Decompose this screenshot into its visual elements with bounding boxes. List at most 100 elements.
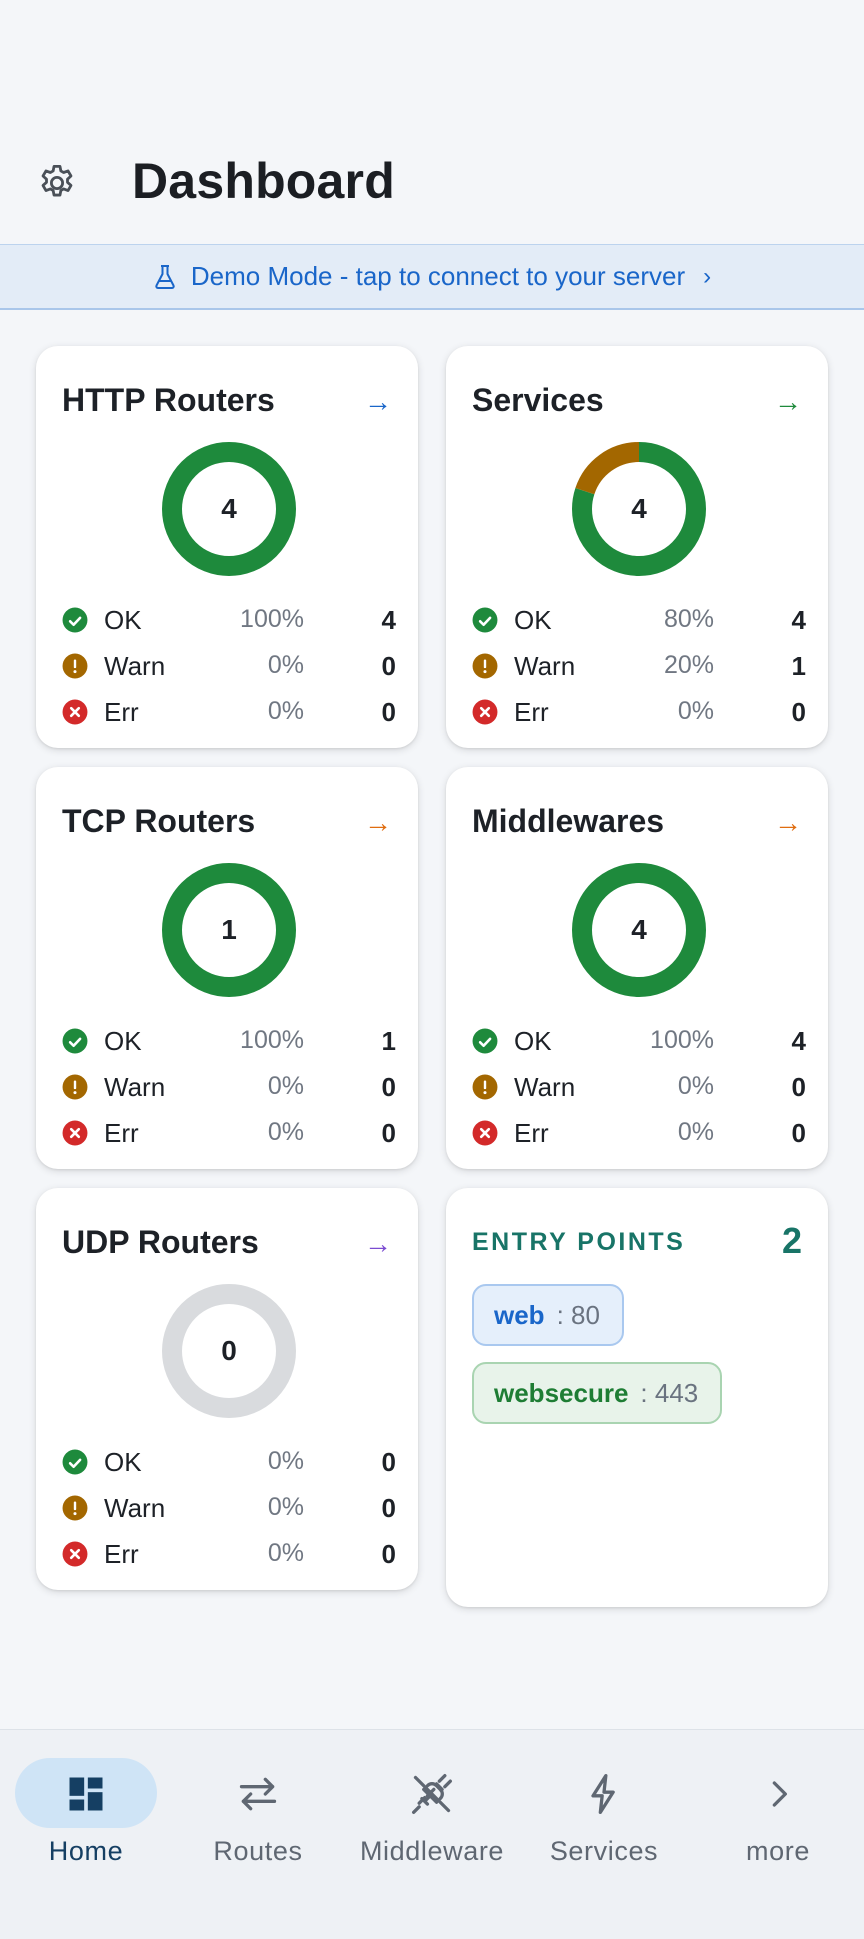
stat-row-ok: OK 0% 0 — [62, 1441, 396, 1481]
stat-count: 0 — [381, 1539, 396, 1569]
stat-row-warn: Warn 0% 0 — [62, 1487, 396, 1527]
card-title: Services — [472, 382, 604, 418]
stat-count: 4 — [791, 605, 806, 635]
stat-row-ok: OK 80% 4 — [472, 599, 806, 639]
nav-item-middleware[interactable]: Middleware — [346, 1730, 518, 1900]
demo-mode-banner[interactable]: Demo Mode - tap to connect to your serve… — [0, 244, 864, 310]
banner-text: Demo Mode - tap to connect to your serve… — [190, 261, 686, 291]
stat-label: OK — [104, 1447, 142, 1477]
card-http-routers[interactable]: HTTP Routers → 4 OK 100% 4 Warn 0% 0 Err 0% 0 — [36, 346, 418, 748]
check-circle-icon — [62, 1449, 88, 1475]
stat-count: 0 — [381, 1118, 396, 1148]
donut-segment-warn — [572, 442, 706, 576]
card-title: TCP Routers — [62, 803, 256, 839]
stat-count: 0 — [791, 697, 806, 727]
check-circle-icon — [62, 607, 88, 633]
nav-item-home[interactable]: Home — [0, 1730, 172, 1900]
entry-point-port: : 80 — [556, 1299, 600, 1330]
donut-total: 4 — [221, 493, 237, 524]
stat-row-err: Err 0% 0 — [62, 691, 396, 731]
stat-percent: 80% — [663, 605, 714, 633]
warning-circle-icon — [62, 1495, 88, 1521]
nav-item-more[interactable]: more — [692, 1730, 864, 1900]
status-donut-chart — [162, 1284, 296, 1418]
nav-item-services[interactable]: Services — [518, 1730, 690, 1900]
check-circle-icon — [62, 1028, 88, 1054]
stat-percent: 100% — [240, 605, 304, 633]
stat-count: 4 — [381, 605, 396, 635]
stat-label: Warn — [104, 1493, 166, 1523]
arrow-right-icon[interactable]: → — [774, 386, 802, 417]
error-circle-icon — [62, 1541, 88, 1567]
nav-label: more — [746, 1836, 810, 1866]
stat-row-warn: Warn 0% 0 — [472, 1066, 806, 1106]
nav-active-indicator — [15, 1758, 157, 1828]
card-title: UDP Routers — [62, 1224, 259, 1260]
stat-label: Warn — [104, 1072, 166, 1102]
check-circle-icon — [472, 607, 498, 633]
status-donut-chart — [572, 863, 706, 997]
stat-percent: 0% — [677, 1118, 714, 1146]
error-circle-icon — [472, 1120, 498, 1146]
stat-row-err: Err 0% 0 — [62, 1112, 396, 1152]
stat-count: 1 — [381, 1026, 396, 1056]
stat-label: Warn — [104, 651, 166, 681]
chevron-right-icon — [772, 1781, 787, 1807]
error-circle-icon — [62, 1120, 88, 1146]
stat-count: 0 — [381, 1447, 396, 1477]
warning-circle-icon — [472, 1074, 498, 1100]
bottom-nav: Home Routes Middleware Services more — [0, 1729, 864, 1939]
donut-total: 4 — [631, 493, 647, 524]
donut-empty-ring — [162, 1284, 296, 1418]
arrow-right-icon[interactable]: → — [774, 807, 802, 838]
donut-segment-ok — [162, 863, 296, 997]
card-entry-points: ENTRY POINTS 2 web : 80 websecure : 443 — [446, 1188, 828, 1607]
stat-percent: 0% — [267, 1072, 304, 1100]
warning-circle-icon — [472, 653, 498, 679]
gear-icon[interactable] — [36, 162, 78, 204]
stat-count: 0 — [381, 697, 396, 727]
stat-label: OK — [514, 1026, 552, 1056]
stat-percent: 0% — [267, 1493, 304, 1521]
flask-icon — [155, 264, 175, 289]
entry-point-name: websecure — [494, 1377, 629, 1408]
arrow-right-icon[interactable]: → — [364, 1228, 392, 1259]
stat-percent: 0% — [267, 651, 304, 679]
status-donut-chart — [162, 863, 296, 997]
stat-row-ok: OK 100% 4 — [62, 599, 396, 639]
stat-row-warn: Warn 0% 0 — [62, 645, 396, 685]
stat-percent: 0% — [677, 697, 714, 725]
stat-count: 4 — [791, 1026, 806, 1056]
arrow-right-icon[interactable]: → — [364, 807, 392, 838]
stat-percent: 100% — [650, 1026, 714, 1054]
stat-label: Err — [514, 1118, 549, 1148]
entry-points-title: ENTRY POINTS — [472, 1228, 686, 1256]
donut-segment-ok — [162, 442, 296, 576]
app-header: Dashboard — [0, 0, 864, 244]
card-title: Middlewares — [472, 803, 665, 839]
stat-row-ok: OK 100% 1 — [62, 1020, 396, 1060]
stat-label: OK — [104, 605, 142, 635]
card-udp-routers[interactable]: UDP Routers → 0 OK 0% 0 Warn 0% 0 Err 0% 0 — [36, 1188, 418, 1590]
arrow-right-icon[interactable]: → — [364, 386, 392, 417]
nav-label: Routes — [213, 1836, 303, 1866]
nav-item-routes[interactable]: Routes — [172, 1730, 344, 1900]
stat-label: Err — [104, 1118, 139, 1148]
chevron-right-icon: › — [703, 262, 712, 290]
stat-label: Err — [514, 697, 549, 727]
entry-point-chip-websecure[interactable]: websecure : 443 — [472, 1362, 722, 1424]
stat-percent: 0% — [267, 1447, 304, 1475]
donut-total: 0 — [221, 1335, 237, 1366]
stat-label: OK — [514, 605, 552, 635]
card-middlewares[interactable]: Middlewares → 4 OK 100% 4 Warn 0% 0 Err 0% 0 — [446, 767, 828, 1169]
stat-count: 1 — [791, 651, 806, 681]
nav-label: Services — [549, 1836, 659, 1866]
stat-label: Err — [104, 697, 139, 727]
entry-point-chip-web[interactable]: web : 80 — [472, 1284, 624, 1346]
card-services[interactable]: Services → 4 OK 80% 4 Warn 20% 1 Err 0% 0 — [446, 346, 828, 748]
stat-label: Err — [104, 1539, 139, 1569]
plug-off-icon — [412, 1774, 452, 1814]
card-tcp-routers[interactable]: TCP Routers → 1 OK 100% 1 Warn 0% 0 Err 0% 0 — [36, 767, 418, 1169]
stat-row-err: Err 0% 0 — [472, 691, 806, 731]
warning-circle-icon — [62, 1074, 88, 1100]
